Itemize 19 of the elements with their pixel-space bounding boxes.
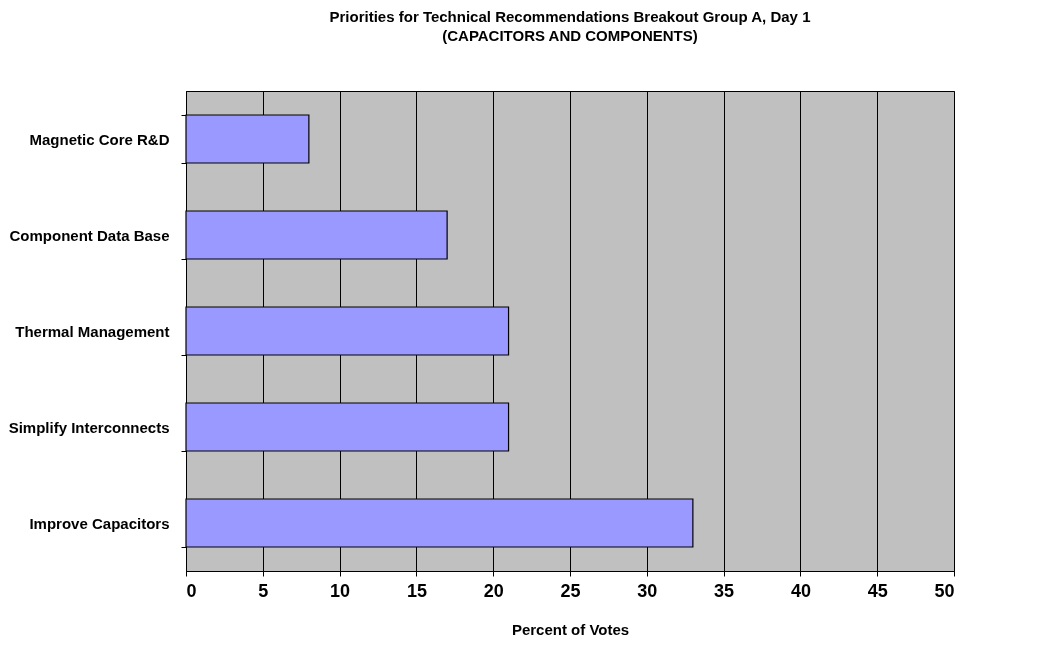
y-tick-label: Simplify Interconnects <box>8 418 170 436</box>
y-tick-label: Improve Capacitors <box>29 514 170 532</box>
x-tick-label: 15 <box>406 580 427 601</box>
x-tick-label: 45 <box>867 580 888 601</box>
y-tick-label: Component Data Base <box>9 226 170 244</box>
y-tick-label: Thermal Management <box>15 322 170 340</box>
x-axis-title: Percent of Votes <box>511 620 630 638</box>
chart-title: Priorities for Technical Recommendations Breakout Group A, Day 1 <box>329 8 811 25</box>
x-tick-label: 0 <box>186 580 197 601</box>
chart-subtitle: (CAPACITORS AND COMPONENTS) <box>442 27 698 44</box>
x-tick-label: 50 <box>934 580 955 601</box>
x-tick-label: 20 <box>483 580 504 601</box>
x-tick-label: 35 <box>714 580 735 601</box>
x-tick-label: 30 <box>637 580 658 601</box>
x-tick-label: 25 <box>560 580 581 601</box>
x-tick-label: 40 <box>790 580 811 601</box>
x-tick-label: 5 <box>258 580 269 601</box>
x-tick-label: 10 <box>330 580 351 601</box>
y-tick-label: Magnetic Core R&D <box>29 130 170 148</box>
